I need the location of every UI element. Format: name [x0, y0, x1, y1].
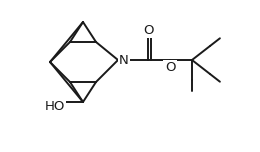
Text: HO: HO [45, 100, 65, 114]
Text: O: O [144, 24, 154, 37]
Text: N: N [119, 54, 129, 67]
Text: O: O [165, 61, 175, 74]
